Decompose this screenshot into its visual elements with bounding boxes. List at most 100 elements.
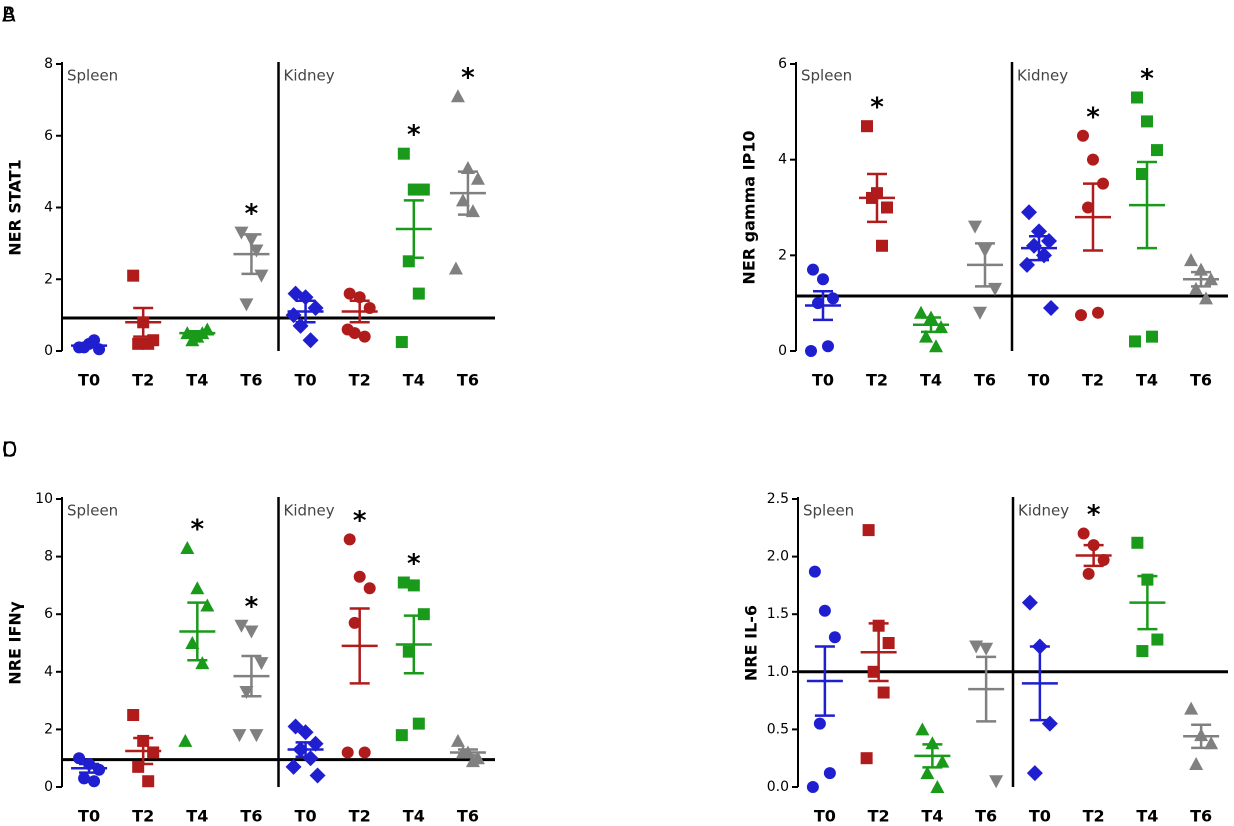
- sem-bar: [921, 316, 941, 334]
- y-tick-label: 2: [778, 247, 787, 263]
- data-point: [341, 746, 354, 759]
- x-tick-label: T0: [78, 807, 100, 826]
- data-point: [127, 269, 140, 282]
- data-point: [1141, 115, 1153, 128]
- data-point: [1131, 91, 1143, 104]
- data-point: [249, 729, 264, 743]
- data-point: [920, 766, 935, 780]
- data-point: [968, 220, 982, 234]
- data-point: [934, 320, 948, 334]
- sem-bar: [187, 330, 208, 337]
- data-point: [178, 733, 193, 747]
- x-tick-label: T2: [866, 371, 888, 390]
- x-tick-label: T6: [1190, 807, 1212, 826]
- data-point: [450, 733, 465, 747]
- significance: *: [353, 506, 367, 536]
- data-point: [142, 337, 155, 350]
- panel-label: D: [2, 438, 17, 462]
- group-label: Kidney: [284, 502, 335, 520]
- data-point: [876, 239, 888, 252]
- sem-bar: [403, 614, 424, 675]
- data-point: [470, 171, 485, 185]
- x-tick-label: T4: [403, 807, 425, 826]
- significance: *: [245, 592, 259, 622]
- data-point: [925, 736, 940, 750]
- y-tick-label: 1.0: [767, 664, 789, 680]
- data-point: [1021, 594, 1038, 611]
- data-point: [929, 339, 943, 353]
- data-point: [979, 642, 994, 656]
- data-point: [973, 306, 987, 320]
- data-point: [395, 336, 408, 349]
- panel-label: B: [2, 3, 16, 27]
- y-axis-label: NRE IL-6: [742, 605, 761, 681]
- x-tick-label: T6: [1190, 371, 1212, 390]
- x-tick-label: T2: [349, 371, 371, 390]
- group-label: Spleen: [67, 502, 118, 520]
- x-tick-label: T0: [812, 371, 834, 390]
- data-point: [930, 780, 945, 793]
- data-point: [1199, 291, 1213, 305]
- x-tick-label: T6: [457, 807, 479, 826]
- x-tick-label: T6: [240, 807, 262, 826]
- data-point: [808, 565, 821, 578]
- x-tick-label: T4: [920, 371, 942, 390]
- significance: *: [870, 93, 884, 123]
- data-point: [402, 645, 415, 658]
- sem-bar: [1137, 574, 1158, 631]
- x-tick-label: T0: [78, 371, 100, 390]
- y-tick-label: 0.5: [767, 721, 789, 737]
- sem-bar: [133, 306, 154, 338]
- y-tick-label: 8: [44, 549, 53, 565]
- data-point: [1087, 153, 1099, 166]
- sem-bar: [867, 172, 887, 224]
- data-point: [861, 120, 873, 133]
- data-point: [73, 752, 86, 765]
- data-point: [818, 604, 831, 617]
- x-tick-label: T6: [974, 371, 996, 390]
- data-point: [397, 576, 410, 589]
- data-point: [239, 298, 254, 312]
- y-axis-label: NER STAT1: [6, 159, 25, 256]
- y-tick-label: 6: [778, 56, 787, 72]
- sem-bar: [457, 748, 478, 757]
- data-point: [249, 244, 264, 258]
- data-point: [1082, 567, 1095, 580]
- sem-bar: [1029, 645, 1050, 722]
- data-point: [239, 685, 254, 699]
- data-point: [1136, 168, 1148, 181]
- y-tick-label: 4: [44, 200, 53, 216]
- y-axis-label: NER gamma IP10: [740, 130, 759, 284]
- sem-bar: [187, 601, 208, 662]
- sem-bar: [1137, 160, 1157, 250]
- group-label: Spleen: [801, 67, 852, 85]
- data-point: [185, 333, 200, 347]
- data-point: [407, 183, 420, 196]
- data-point: [234, 619, 249, 633]
- sem-bar: [349, 299, 370, 324]
- sem-bar: [1029, 234, 1049, 262]
- data-point: [1184, 701, 1199, 715]
- data-point: [807, 263, 819, 276]
- x-tick-label: T2: [349, 807, 371, 826]
- x-tick-label: T4: [403, 371, 425, 390]
- data-point: [1092, 306, 1104, 319]
- x-tick-label: T0: [814, 807, 836, 826]
- y-tick-label: 0: [44, 779, 53, 795]
- data-point: [806, 781, 819, 793]
- data-point: [147, 746, 160, 759]
- y-tick-label: 1.5: [767, 606, 789, 622]
- data-point: [1131, 536, 1144, 549]
- data-point: [232, 729, 247, 743]
- sem-bar: [241, 233, 262, 276]
- data-point: [1041, 715, 1058, 732]
- significance: *: [245, 199, 259, 229]
- sem-bar: [79, 762, 100, 774]
- data-point: [1184, 253, 1198, 267]
- data-point: [88, 775, 101, 788]
- x-tick-label: T4: [921, 807, 943, 826]
- data-point: [919, 329, 933, 343]
- data-point: [805, 345, 817, 357]
- significance: *: [407, 549, 421, 579]
- data-point: [448, 261, 463, 275]
